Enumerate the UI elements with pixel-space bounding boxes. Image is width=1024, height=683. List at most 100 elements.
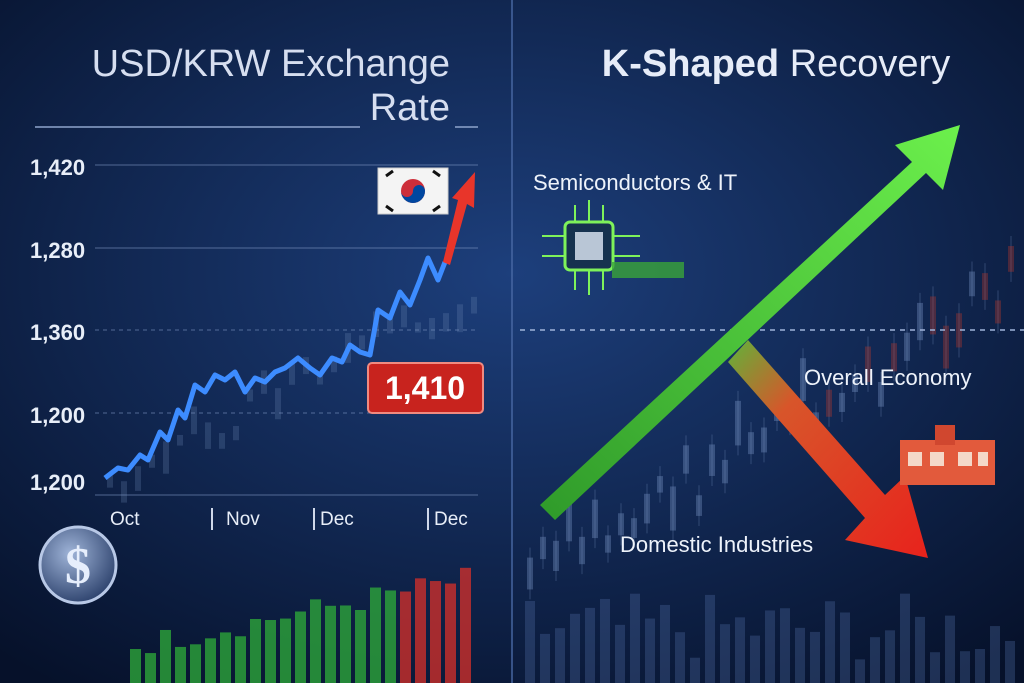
- decor-shape: [722, 459, 728, 484]
- decor-shape: [735, 400, 741, 446]
- decor-shape: [644, 493, 650, 524]
- decor-shape: [930, 652, 940, 683]
- label: Domestic Industries: [620, 532, 813, 557]
- decor-shape: [460, 567, 471, 683]
- title: Rate: [370, 87, 450, 129]
- decor-shape: [1008, 246, 1014, 272]
- decor-shape: [645, 618, 655, 683]
- decor-shape: [917, 302, 923, 341]
- decor-shape: [275, 388, 281, 420]
- svg-text:$: $: [65, 538, 91, 595]
- decor-shape: [720, 624, 730, 683]
- decor-shape: [250, 618, 261, 683]
- x-label: Dec: [434, 509, 468, 530]
- decor-shape: [445, 583, 456, 683]
- decor-shape: [135, 466, 141, 491]
- decor-shape: [670, 486, 676, 531]
- decor-shape: [1005, 640, 1015, 683]
- decor-shape: [401, 305, 407, 328]
- decor-shape: [878, 381, 884, 407]
- decor-shape: [280, 618, 291, 683]
- decor-shape: [430, 581, 441, 683]
- decor-shape: [826, 389, 832, 417]
- y-label: 1,360: [30, 320, 85, 345]
- decor-shape: [761, 427, 767, 453]
- y-label: 1,200: [30, 403, 85, 428]
- decor-shape: [205, 422, 211, 449]
- decor-shape: [415, 322, 421, 333]
- decor-shape: [709, 444, 715, 476]
- decor-shape: [748, 432, 754, 455]
- y-label: 1,280: [30, 238, 85, 263]
- decor-shape: [400, 591, 411, 683]
- decor-shape: [370, 587, 381, 683]
- decor-shape: [982, 273, 988, 300]
- decor-shape: [600, 598, 610, 683]
- decor-shape: [990, 626, 1000, 683]
- decor-shape: [975, 648, 985, 683]
- decor-shape: [904, 332, 910, 361]
- decor-shape: [960, 651, 970, 683]
- decor-shape: [630, 593, 640, 683]
- decor-shape: [585, 607, 595, 683]
- decor-shape: [385, 590, 396, 683]
- badge: [367, 362, 484, 414]
- decor-shape: [570, 613, 580, 683]
- title-bold: K-Shaped: [602, 43, 779, 85]
- decor-shape: [995, 300, 1001, 324]
- decor-shape: [235, 636, 246, 683]
- decor-shape: [325, 605, 336, 683]
- decor-shape: [956, 313, 962, 348]
- decor-shape: [415, 578, 426, 683]
- decor-shape: [220, 632, 231, 683]
- decor-shape: [340, 605, 351, 683]
- title: USD/KRW Exchange: [92, 43, 450, 85]
- decor-shape: [177, 434, 183, 446]
- decor-shape: [247, 389, 253, 402]
- decor-shape: [930, 296, 936, 335]
- decor-shape: [885, 630, 895, 683]
- decor-shape: [855, 659, 865, 683]
- grid: [95, 164, 478, 496]
- decor-shape: [429, 317, 435, 340]
- decor-shape: [765, 610, 775, 683]
- decor-shape: [852, 374, 858, 393]
- decor-shape: [780, 608, 790, 683]
- decor-shape: [175, 646, 186, 683]
- decor-shape: [945, 615, 955, 683]
- decor-shape: [265, 620, 276, 683]
- decor-shape: [969, 271, 975, 297]
- decor-shape: [191, 406, 197, 435]
- decor-shape: [219, 433, 225, 449]
- y-label: 1,200: [30, 470, 85, 495]
- decor-shape: [683, 445, 689, 474]
- decor-shape: [900, 593, 910, 683]
- decor-shape: [839, 392, 845, 412]
- decor-shape: [190, 644, 201, 683]
- dollar-coin: $: [38, 525, 118, 605]
- decor-shape: [205, 638, 216, 683]
- label: Semiconductors & IT: [533, 170, 737, 195]
- decor-shape: [540, 536, 546, 560]
- title-rest: Recovery: [790, 43, 951, 85]
- down-arrow: [728, 340, 928, 558]
- decor-shape: [690, 657, 700, 683]
- decor-shape: [387, 313, 393, 334]
- decor-shape: [605, 535, 611, 553]
- decor-shape: [592, 499, 598, 539]
- decor-shape: [471, 296, 477, 314]
- decor-shape: [705, 594, 715, 683]
- y-label: 1,420: [30, 155, 85, 180]
- rate-line: [103, 255, 448, 480]
- factory-icon: [900, 425, 995, 485]
- flag: [377, 167, 449, 215]
- decor-shape: [555, 628, 565, 683]
- decor-shape: [443, 313, 449, 332]
- decor-shape: [359, 335, 365, 350]
- decor-shape: [615, 624, 625, 683]
- chip-icon: [542, 200, 684, 295]
- x-label: Oct: [110, 509, 140, 530]
- decor-shape: [457, 304, 463, 333]
